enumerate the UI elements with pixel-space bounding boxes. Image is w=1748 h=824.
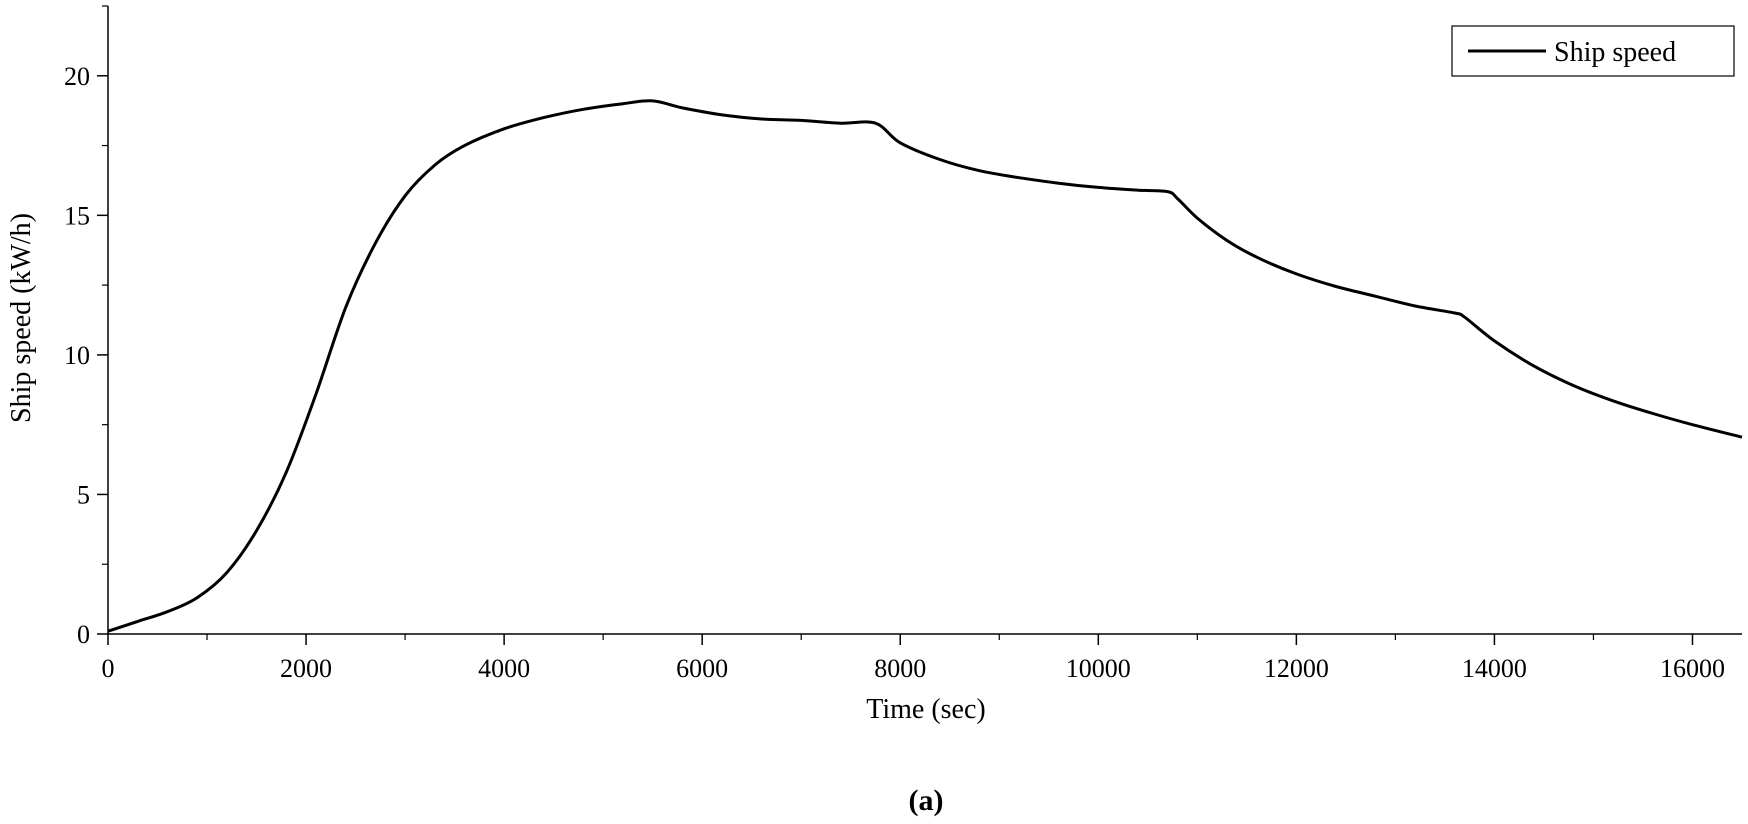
y-tick-label: 10 xyxy=(64,341,90,370)
y-tick-label: 15 xyxy=(64,201,90,230)
y-tick-label: 0 xyxy=(77,620,90,649)
x-tick-label: 4000 xyxy=(478,654,530,683)
x-tick-label: 16000 xyxy=(1660,654,1725,683)
x-tick-label: 0 xyxy=(102,654,115,683)
x-tick-label: 10000 xyxy=(1066,654,1131,683)
x-axis-title: Time (sec) xyxy=(866,694,986,725)
y-tick-label: 5 xyxy=(77,480,90,509)
x-tick-label: 8000 xyxy=(874,654,926,683)
plot-area: 0 2000 4000 6000 8000 10000 12000 14000 16000 0 5 1… xyxy=(64,5,1743,683)
y-tick-label: 20 xyxy=(64,62,90,91)
legend: Ship speed xyxy=(1451,25,1735,77)
figure-caption: (a) xyxy=(909,784,944,817)
x-tick-label: 2000 xyxy=(280,654,332,683)
x-tick-label: 6000 xyxy=(676,654,728,683)
y-axis-title: Ship speed (kW/h) xyxy=(6,213,37,423)
x-tick-label: 14000 xyxy=(1462,654,1527,683)
x-tick-label: 12000 xyxy=(1264,654,1329,683)
series-line-ship-speed xyxy=(107,99,1743,633)
legend-label-ship-speed: Ship speed xyxy=(1554,37,1676,68)
